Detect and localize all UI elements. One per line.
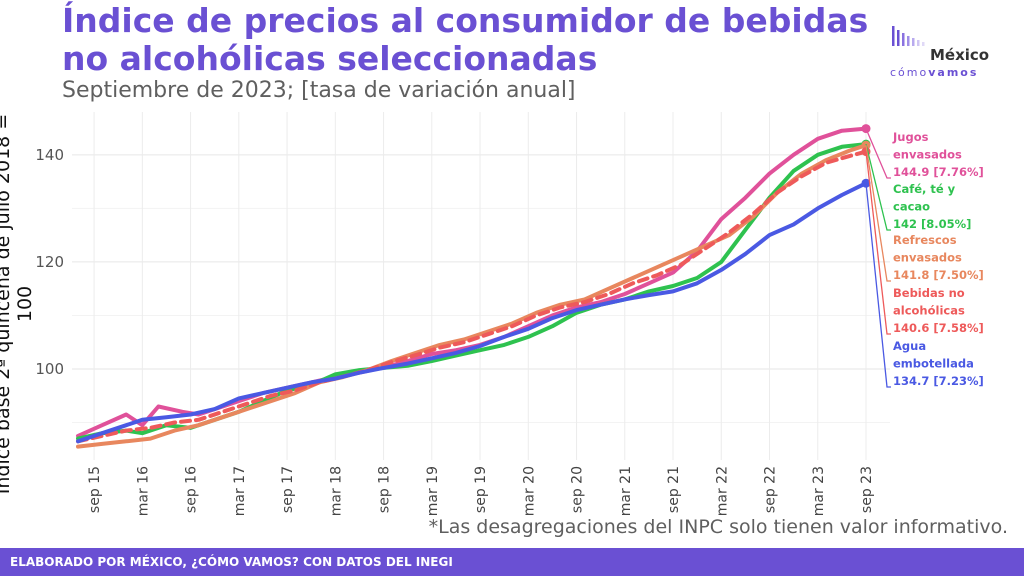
x-tick-label: sep 15	[87, 466, 103, 513]
x-tick-label: mar 18	[328, 466, 344, 516]
series-end-label: Café, té y	[893, 182, 956, 196]
x-tick-label: mar 20	[521, 466, 537, 516]
x-tick-label: sep 23	[859, 466, 875, 513]
series-end-label: alcohólicas	[893, 304, 965, 318]
chart-subtitle: Septiembre de 2023; [tasa de variación a…	[62, 78, 576, 103]
logo-tag-bold: vamos	[928, 66, 979, 79]
x-tick-label: mar 17	[232, 466, 248, 516]
y-tick-label: 140	[35, 146, 64, 164]
x-tick-label: mar 16	[135, 466, 151, 516]
series-end-label: Agua	[893, 339, 926, 353]
x-tick-label: sep 22	[763, 466, 779, 513]
series-end-label: 140.6 [7.58%]	[893, 321, 984, 335]
title-line-1: Índice de precios al consumidor de bebid…	[62, 1, 869, 40]
y-tick-label: 100	[35, 360, 64, 378]
footnote: *Las desagregaciones del INPC solo tiene…	[428, 516, 1008, 538]
series-end-label: embotellada	[893, 357, 974, 371]
series-end-label: envasados	[893, 251, 962, 265]
x-tick-label: sep 17	[280, 466, 296, 513]
series-end-label: 134.7 [7.23%]	[893, 374, 984, 388]
logo-tagline: cómovamos	[890, 66, 978, 79]
x-tick-label: sep 20	[570, 466, 586, 513]
mexico-como-vamos-logo: México cómovamos	[890, 24, 1010, 84]
series-end-label: cacao	[893, 200, 930, 214]
logo-word: México	[930, 46, 990, 64]
series-line	[76, 142, 868, 441]
x-tick-label: sep 21	[666, 466, 682, 513]
footer-credit: ELABORADO POR MÉXICO, ¿CÓMO VAMOS? CON D…	[0, 548, 1024, 576]
x-tick-label: mar 21	[618, 466, 634, 516]
label-leader-line	[865, 128, 891, 179]
x-tick-label: sep 19	[473, 466, 489, 513]
series-end-label: envasados	[893, 148, 962, 162]
logo-bars-icon	[892, 26, 925, 46]
y-tick-label: 120	[35, 253, 64, 271]
label-leader-line	[865, 183, 891, 388]
title-line-2: no alcohólicas seleccionadas	[62, 39, 598, 78]
end-label-layer: Jugos envasados 144.9 [7.76%] Café, té y cac…	[865, 128, 984, 388]
series-line	[76, 181, 868, 444]
series-line	[76, 126, 868, 438]
series-end-label: 141.8 [7.50%]	[893, 268, 984, 282]
series-line	[76, 149, 868, 444]
axis-layer: 100 120 140 sep 15 mar 16 sep 16 mar 17 sep 17 m…	[35, 146, 875, 516]
x-tick-label: mar 19	[425, 466, 441, 516]
series-layer	[76, 124, 871, 449]
x-tick-label: mar 23	[811, 466, 827, 516]
label-leader-line	[865, 145, 891, 282]
chart-title: Índice de precios al consumidor de bebid…	[62, 2, 868, 78]
series-end-point	[861, 124, 871, 134]
grid-layer	[72, 112, 890, 460]
series-end-label: Refrescos	[893, 233, 957, 247]
label-leader-line	[865, 151, 891, 335]
logo-tag-light: cómo	[890, 66, 929, 79]
x-tick-label: sep 18	[377, 466, 393, 513]
series-end-label: Bebidas no	[893, 286, 965, 300]
x-tick-label: sep 16	[184, 466, 200, 513]
series-end-label: Jugos	[892, 130, 929, 144]
series-end-label: 144.9 [7.76%]	[893, 165, 984, 179]
x-tick-label: mar 22	[714, 466, 730, 516]
series-end-label: 142 [8.05%]	[893, 217, 971, 231]
label-leader-line	[865, 143, 891, 231]
series-line	[76, 143, 868, 449]
